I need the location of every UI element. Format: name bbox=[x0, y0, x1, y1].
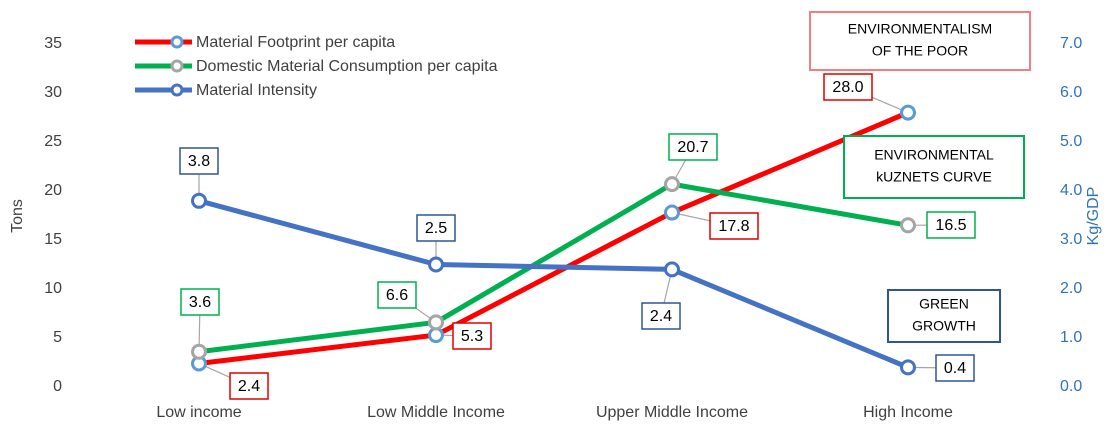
data-label: 3.8 bbox=[188, 153, 210, 170]
y-tick-label: 0 bbox=[53, 378, 62, 395]
data-label: 0.4 bbox=[944, 360, 966, 377]
annotation-box bbox=[809, 11, 1031, 71]
y-tick-label: 15 bbox=[44, 231, 62, 248]
data-label-box bbox=[926, 211, 976, 239]
data-label-box bbox=[668, 133, 718, 161]
y2-tick-label: 6.0 bbox=[1060, 84, 1082, 101]
marker bbox=[900, 359, 916, 376]
data-label: 2.4 bbox=[650, 308, 672, 325]
y2-tick-label: 2.0 bbox=[1060, 280, 1082, 297]
x-tick-label: Low Middle Income bbox=[367, 404, 505, 421]
series-line bbox=[198, 110, 909, 366]
annotation-text: kUZNETS CURVE bbox=[876, 169, 992, 185]
annotation-text: ENVIRONMENTALISM bbox=[848, 21, 992, 37]
marker bbox=[428, 314, 444, 331]
data-label: 16.5 bbox=[935, 217, 966, 234]
annotation-box bbox=[887, 289, 1001, 343]
data-label-box bbox=[180, 288, 220, 316]
marker bbox=[428, 256, 444, 273]
data-label-box bbox=[641, 302, 681, 330]
data-label: 5.3 bbox=[461, 328, 483, 345]
data-label-box bbox=[179, 147, 219, 175]
legend-marker bbox=[170, 83, 184, 97]
y-tick-label: 20 bbox=[44, 182, 62, 199]
marker bbox=[664, 261, 680, 278]
data-label-box bbox=[377, 281, 417, 309]
y2-tick-label: 3.0 bbox=[1060, 231, 1082, 248]
annotation-box bbox=[843, 135, 1025, 199]
data-label-box bbox=[416, 214, 456, 242]
y2-tick-label: 4.0 bbox=[1060, 182, 1082, 199]
y2-axis-label: Kg/GDP bbox=[1085, 187, 1102, 246]
y2-tick-label: 1.0 bbox=[1060, 329, 1082, 346]
y-axis-label: Tons bbox=[9, 199, 26, 233]
legend-label: Domestic Material Consumption per capita bbox=[196, 58, 498, 75]
y2-tick-label: 0.0 bbox=[1060, 378, 1082, 395]
y-tick-label: 5 bbox=[53, 329, 62, 346]
annotation-text: OF THE POOR bbox=[872, 43, 968, 59]
x-tick-label: Upper Middle Income bbox=[596, 404, 748, 421]
marker bbox=[191, 343, 207, 360]
marker bbox=[664, 204, 680, 221]
legend-label: Material Intensity bbox=[196, 82, 317, 99]
legend-marker bbox=[170, 59, 184, 73]
marker bbox=[900, 217, 916, 234]
y-tick-label: 25 bbox=[44, 133, 62, 150]
data-label-box bbox=[823, 73, 873, 101]
series-line bbox=[198, 181, 909, 355]
data-label-box bbox=[935, 354, 975, 382]
y2-tick-label: 7.0 bbox=[1060, 35, 1082, 52]
y-tick-label: 35 bbox=[44, 35, 62, 52]
annotation-text: GREEN bbox=[919, 296, 969, 312]
data-label-box bbox=[709, 212, 759, 240]
data-label: 3.6 bbox=[189, 294, 211, 311]
y2-tick-label: 5.0 bbox=[1060, 133, 1082, 150]
legend-marker bbox=[170, 35, 184, 49]
legend-label: Material Footprint per capita bbox=[196, 34, 395, 51]
data-label-box bbox=[229, 372, 269, 400]
data-label: 2.4 bbox=[238, 378, 260, 395]
data-label: 2.5 bbox=[425, 220, 447, 237]
series-line bbox=[198, 198, 909, 370]
y-tick-label: 30 bbox=[44, 84, 62, 101]
annotation-text: GROWTH bbox=[912, 318, 976, 334]
data-label: 20.7 bbox=[677, 139, 708, 156]
data-label: 6.6 bbox=[386, 287, 408, 304]
data-label: 17.8 bbox=[718, 218, 749, 235]
marker bbox=[191, 192, 207, 209]
annotation-text: ENVIRONMENTAL bbox=[874, 147, 994, 163]
marker bbox=[664, 176, 680, 193]
data-label: 28.0 bbox=[832, 79, 863, 96]
x-tick-label: Low income bbox=[156, 404, 241, 421]
marker bbox=[428, 327, 444, 344]
data-label-box bbox=[452, 322, 492, 350]
x-tick-label: High Income bbox=[863, 404, 953, 421]
marker bbox=[900, 104, 916, 121]
y-tick-label: 10 bbox=[44, 280, 62, 297]
